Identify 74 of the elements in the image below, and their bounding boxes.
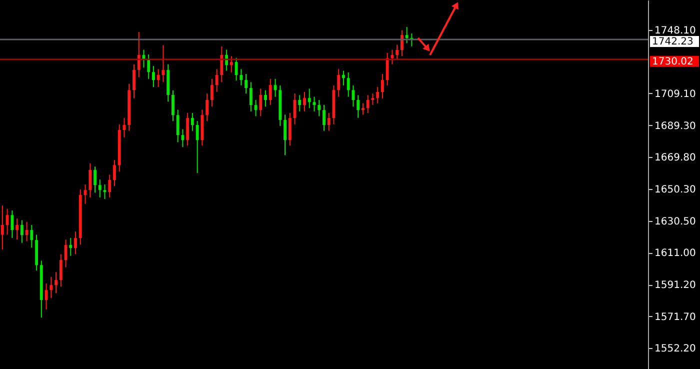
candlestick: [132, 64, 136, 99]
candlestick: [268, 78, 272, 106]
candlestick: [308, 88, 311, 109]
candlestick: [230, 56, 233, 73]
candlestick: [215, 68, 218, 92]
candlestick: [362, 102, 364, 116]
candlestick: [356, 94, 360, 118]
candlestick: [190, 112, 194, 132]
candlestick: [396, 44, 399, 60]
candlestick: [264, 90, 267, 107]
candlestick: [303, 91, 306, 112]
candlestick: [16, 218, 19, 240]
candlestick: [54, 272, 58, 294]
candlestick: [220, 46, 224, 83]
y-tick-label: 1552.20: [654, 344, 696, 355]
candlestick: [342, 70, 345, 86]
candlestick: [74, 231, 77, 255]
candlestick: [172, 90, 174, 122]
candlestick: [405, 26, 408, 44]
candlestick: [6, 208, 9, 236]
candlestick: [147, 54, 150, 80]
candlestick: [176, 109, 180, 143]
candlestick: [88, 162, 92, 198]
y-tick-label: 1630.50: [654, 216, 696, 228]
candlestick: [234, 57, 238, 82]
candlestick: [400, 30, 404, 57]
y-tick-label: 1571.70: [654, 312, 696, 323]
candlestick: [366, 94, 370, 114]
candlestick: [288, 112, 292, 146]
candlestick: [50, 276, 53, 299]
y-tick-label: 1611.00: [654, 248, 696, 260]
candlestick: [327, 112, 330, 132]
candlestick: [298, 94, 302, 112]
candlestick: [30, 224, 34, 248]
candlestick: [390, 49, 394, 65]
candlestick: [254, 100, 258, 117]
y-tick-label: 1748.10: [654, 26, 696, 37]
candlestick: [113, 160, 116, 187]
y-tick-label: 1591.20: [654, 280, 696, 292]
candlestick: [337, 68, 340, 98]
y-tick-label: 1709.10: [654, 88, 696, 100]
candlestick: [108, 174, 112, 198]
candlestick: [94, 166, 96, 194]
candlestick: [20, 220, 24, 244]
ref-line-label: 1742.23: [652, 36, 694, 48]
candlestick: [98, 179, 102, 198]
candlestick: [318, 100, 321, 117]
candlestick: [10, 210, 14, 238]
candlestick: [0, 205, 4, 250]
candlestick: [196, 120, 199, 174]
candlestick: [322, 104, 326, 132]
ref-line-label: 1730.02: [652, 56, 694, 68]
candlestick: [137, 31, 140, 78]
candlestick: [181, 128, 184, 148]
candlestick: [210, 78, 214, 107]
candlestick: [284, 114, 286, 156]
candlestick: [244, 74, 248, 94]
candlestick: [186, 112, 190, 146]
candlestick: [152, 65, 155, 88]
candlestick: [259, 88, 262, 117]
candlestick: [249, 82, 252, 112]
y-tick-label: 1650.30: [654, 184, 696, 196]
candlestick: [59, 254, 62, 288]
candlestick: [376, 86, 380, 104]
y-tick-label: 1669.80: [654, 152, 696, 164]
y-tick-label: 1689.30: [654, 120, 696, 132]
candlestick: [25, 221, 28, 242]
candlestick: [381, 74, 384, 99]
candlestick: [386, 52, 389, 86]
candlestick: [69, 237, 72, 256]
candlestick: [346, 72, 350, 98]
candlestick: [206, 93, 209, 122]
candlestick: [156, 68, 160, 88]
candlestick: [240, 68, 243, 86]
